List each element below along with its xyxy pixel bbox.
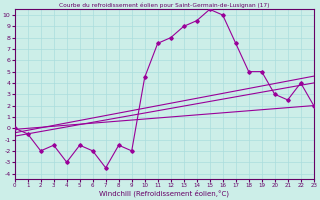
Title: Courbe du refroidissement éolien pour Saint-Germain-de-Lusignan (17): Courbe du refroidissement éolien pour Sa… (59, 3, 269, 8)
X-axis label: Windchill (Refroidissement éolien,°C): Windchill (Refroidissement éolien,°C) (99, 190, 229, 197)
